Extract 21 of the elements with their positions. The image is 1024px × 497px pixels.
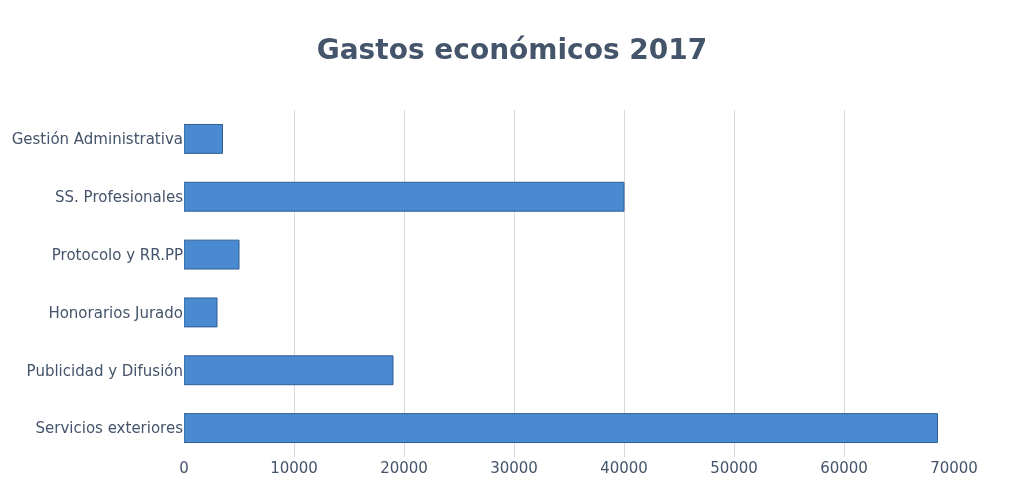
bar (184, 355, 394, 386)
bar (184, 181, 625, 212)
chart-title: Gastos económicos 2017 (316, 33, 708, 67)
x-tick-label: 30000 (490, 459, 538, 477)
x-tick-label: 60000 (820, 459, 868, 477)
x-tick-label: 20000 (380, 459, 428, 477)
y-tick-label: Honorarios Jurado (48, 303, 183, 322)
bar (184, 297, 218, 328)
y-tick-label: Protocolo y RR.PP (51, 245, 183, 264)
y-tick-label: Servicios exteriores (35, 419, 184, 438)
x-tick-label: 40000 (600, 459, 648, 477)
y-tick-label: SS. Profesionales (55, 188, 184, 206)
bar (184, 239, 240, 270)
bar (184, 413, 938, 444)
x-tick-label: 0 (179, 459, 189, 477)
x-tick-label: 50000 (710, 459, 758, 477)
y-tick-label: Gestión Administrativa (11, 130, 183, 149)
bar (184, 123, 223, 154)
x-tick-label: 70000 (930, 459, 978, 477)
y-tick-label: Publicidad y Difusión (26, 361, 183, 380)
x-tick-label: 10000 (270, 459, 318, 477)
